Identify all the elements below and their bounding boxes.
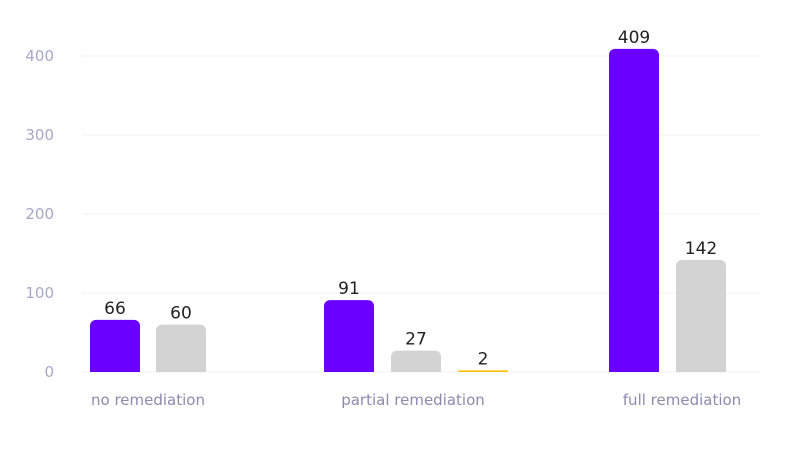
data-label: 27 [405,330,427,350]
bar [676,259,726,372]
bar-base [609,366,659,372]
x-tick-label: no remediation [91,391,205,409]
x-tick-label: full remediation [623,391,741,409]
y-tick-label: 400 [25,47,54,65]
data-labels-layer: 66 91 409 60 27 142 2 [104,28,717,370]
data-label: 60 [170,304,192,324]
bar [324,300,374,372]
bar-base [90,366,140,372]
y-axis: 0 100 200 300 400 [25,47,54,381]
bar-base [391,366,441,372]
bar [609,48,659,372]
data-label: 66 [104,299,126,319]
x-tick-label: partial remediation [341,391,485,409]
bar [156,324,206,372]
data-label: 91 [338,279,360,299]
data-label: 2 [478,349,489,369]
bar-base [324,366,374,372]
data-label: 142 [685,239,717,259]
bar [90,319,140,372]
data-label: 409 [618,28,650,48]
y-tick-label: 100 [25,284,54,302]
y-tick-label: 0 [44,363,54,381]
bar-base [156,366,206,372]
bars-layer [90,48,726,372]
y-tick-label: 300 [25,126,54,144]
x-axis: no remediation partial remediation full re… [91,391,741,409]
bar-base [676,366,726,372]
y-tick-label: 200 [25,205,54,223]
bar-base [458,371,508,372]
